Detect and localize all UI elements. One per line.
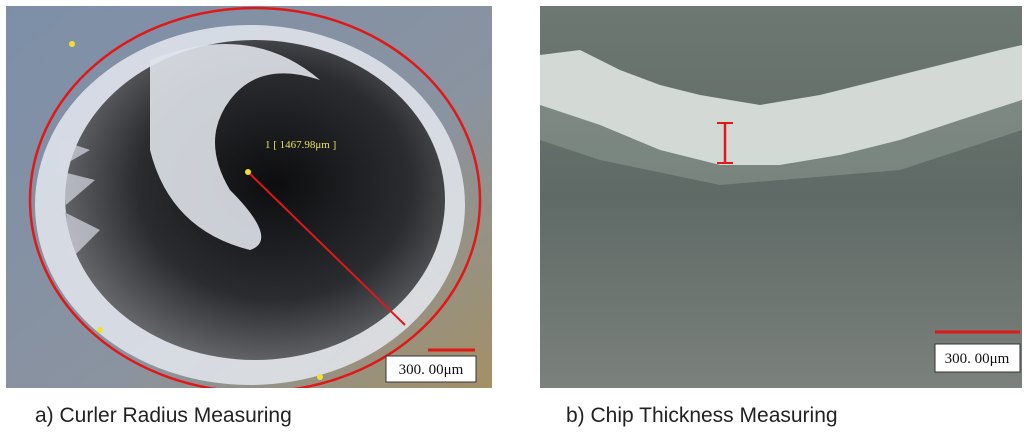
figure: 1 [ 1467.98μm ] 300. 00μm 300. 00μm a) C… [0, 0, 1028, 437]
photo-a [6, 6, 492, 392]
scale-label: 300. 00μm [945, 351, 1010, 367]
caption: b) Chip Thickness Measuring [566, 404, 838, 427]
measurement-label: 1 [ 1467.98μm ] [265, 139, 336, 151]
scale-label: 300. 00μm [399, 362, 464, 378]
caption: a) Curler Radius Measuring [35, 404, 292, 427]
